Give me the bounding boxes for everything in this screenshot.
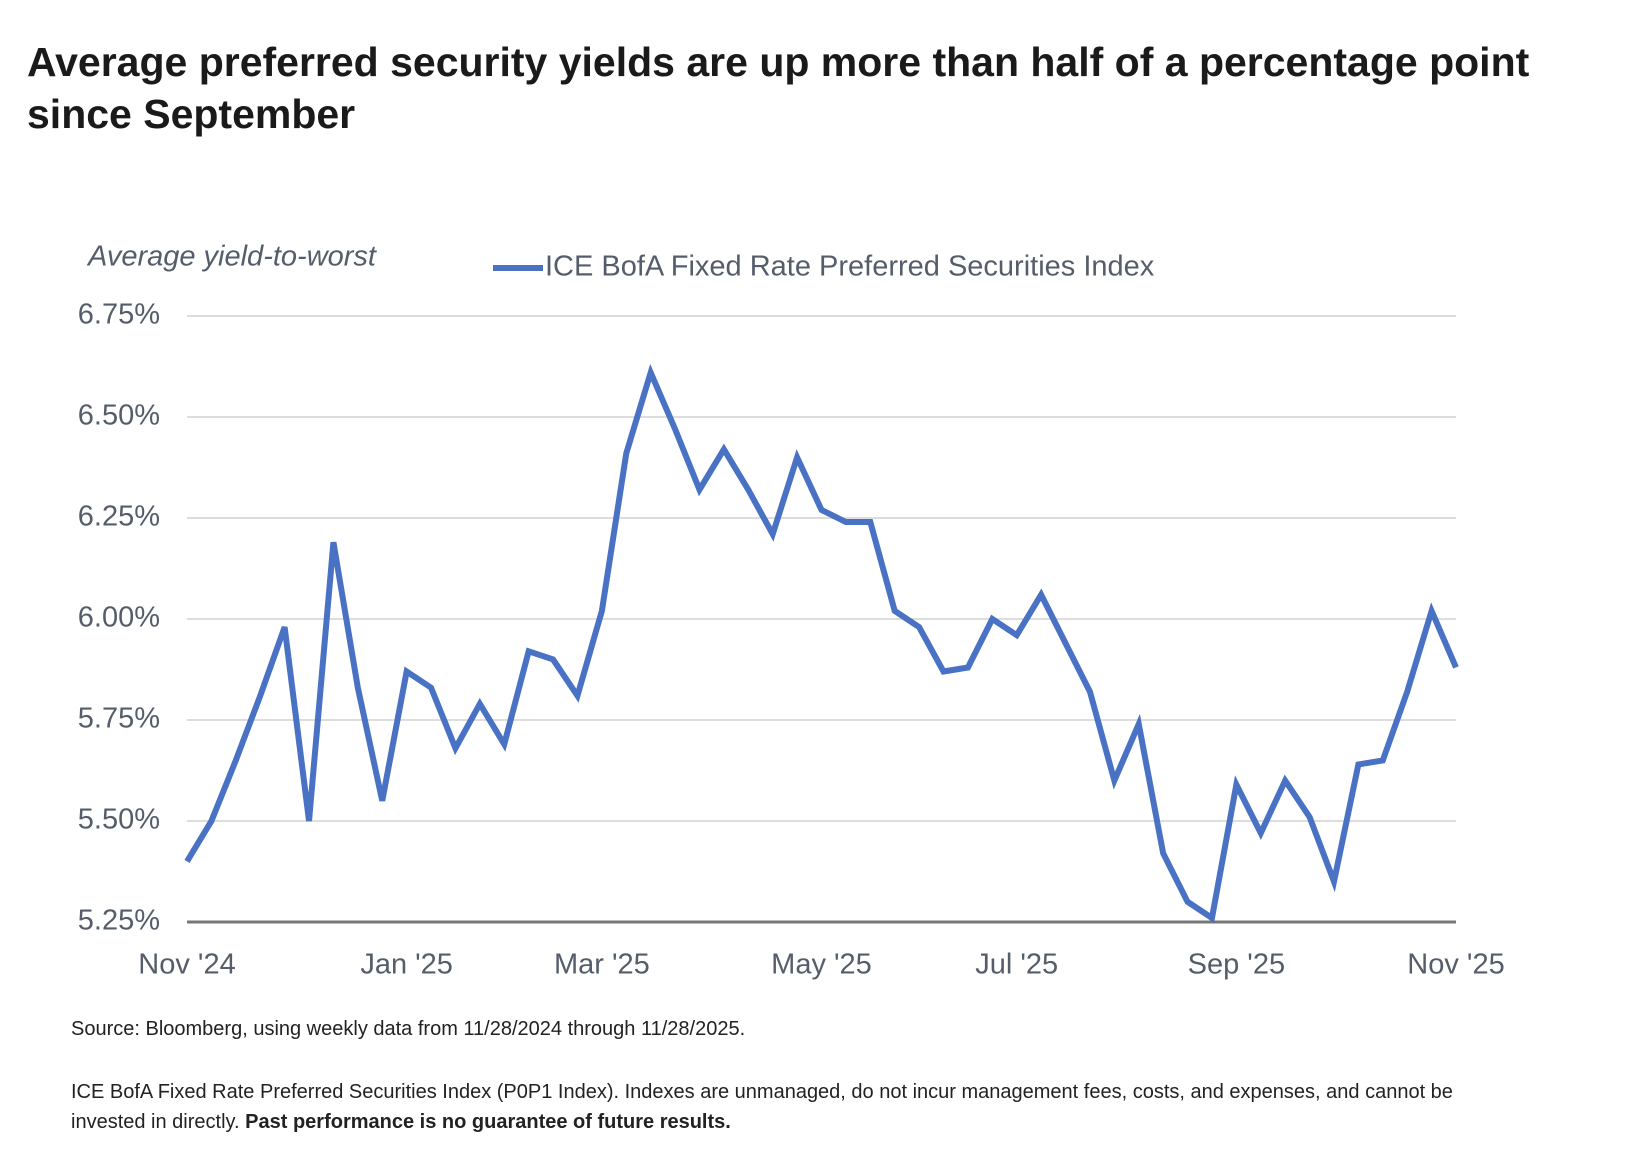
y-tick-label: 6.25% bbox=[78, 501, 160, 533]
y-tick-label: 5.75% bbox=[78, 703, 160, 735]
chart-title: Average preferred security yields are up… bbox=[27, 39, 1530, 137]
y-axis-label: Average yield-to-worst bbox=[86, 241, 378, 273]
y-tick-label: 5.50% bbox=[78, 804, 160, 836]
x-tick-label: May '25 bbox=[771, 949, 872, 981]
y-tick-label: 5.25% bbox=[78, 905, 160, 937]
y-tick-label: 6.50% bbox=[78, 400, 160, 432]
x-tick-label: Jul '25 bbox=[975, 949, 1058, 981]
x-tick-label: Nov '25 bbox=[1407, 949, 1504, 981]
x-tick-label: Jan '25 bbox=[360, 949, 453, 981]
y-tick-label: 6.00% bbox=[78, 602, 160, 634]
data-line bbox=[184, 363, 1459, 923]
legend-label: ICE BofA Fixed Rate Preferred Securities… bbox=[545, 251, 1155, 283]
note: ICE BofA Fixed Rate Preferred Securities… bbox=[71, 1077, 1491, 1137]
source: Source: Bloomberg, using weekly data fro… bbox=[71, 1018, 746, 1040]
x-tick-label: Sep '25 bbox=[1188, 949, 1285, 981]
x-tick-label: Mar '25 bbox=[554, 949, 650, 981]
x-tick-label: Nov '24 bbox=[138, 949, 235, 981]
note-bold: Past performance is no guarantee of futu… bbox=[245, 1111, 731, 1133]
y-tick-label: 6.75% bbox=[78, 299, 160, 331]
note-text: ICE BofA Fixed Rate Preferred Securities… bbox=[71, 1081, 1453, 1133]
chart: Average yield-to-worst 5.25% 5.50% 5.75% 6.… bbox=[78, 241, 1505, 981]
